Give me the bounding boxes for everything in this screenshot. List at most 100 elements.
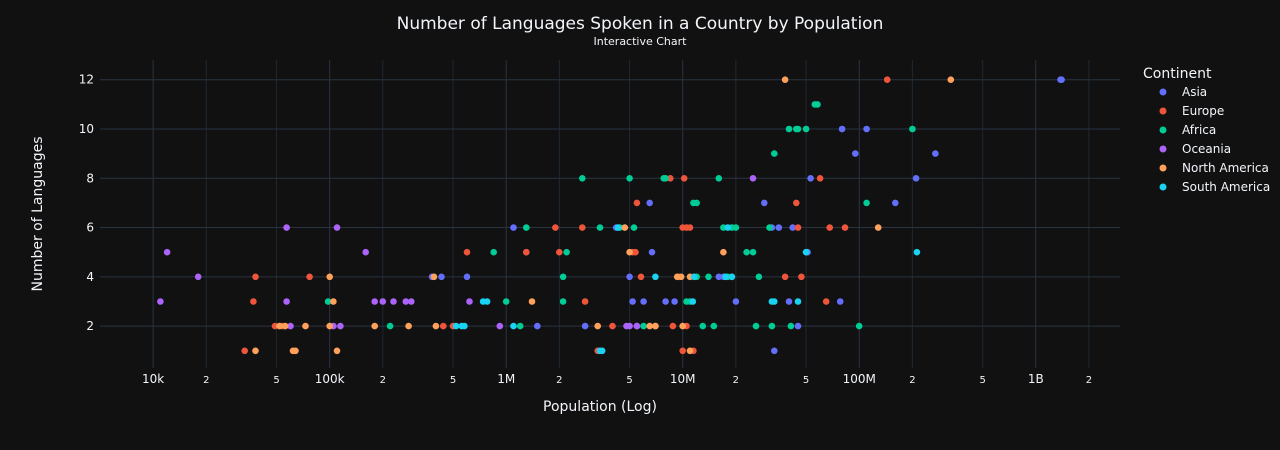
data-point[interactable] [241,347,248,355]
data-point[interactable] [715,175,723,182]
data-point[interactable] [386,322,394,330]
data-point[interactable] [771,347,778,355]
data-point[interactable] [390,298,397,305]
data-point[interactable] [789,224,796,231]
data-point[interactable] [194,273,202,281]
data-point[interactable] [466,298,473,305]
data-point[interactable] [781,76,789,83]
data-point[interactable] [458,322,466,330]
data-point[interactable] [722,273,729,281]
data-point[interactable] [932,150,939,157]
data-point[interactable] [728,273,736,281]
data-point[interactable] [633,322,641,330]
data-point[interactable] [289,347,297,355]
data-point[interactable] [802,125,810,133]
data-point[interactable] [523,248,530,256]
data-point[interactable] [720,248,727,256]
data-point[interactable] [855,322,863,330]
data-point[interactable] [362,248,370,256]
data-point[interactable] [371,322,379,330]
data-point[interactable] [596,347,604,355]
data-point[interactable] [629,298,636,305]
data-point[interactable] [630,224,638,231]
data-point[interactable] [621,224,629,231]
data-point[interactable] [502,298,510,305]
data-point[interactable] [157,298,164,305]
data-point[interactable] [648,248,656,256]
data-point[interactable] [660,175,667,182]
data-point[interactable] [324,298,332,305]
data-point[interactable] [749,175,757,182]
data-point[interactable] [490,248,498,256]
data-point[interactable] [371,298,379,305]
data-point[interactable] [326,322,334,330]
data-point[interactable] [283,224,290,231]
data-point[interactable] [699,322,707,330]
data-point[interactable] [163,248,171,256]
data-point[interactable] [330,298,337,305]
data-point[interactable] [838,125,846,133]
data-point[interactable] [252,347,259,355]
data-point[interactable] [302,322,309,330]
data-point[interactable] [785,125,793,133]
data-point[interactable] [432,322,440,330]
data-point[interactable] [749,248,757,256]
data-point[interactable] [496,322,504,330]
data-point[interactable] [793,125,800,133]
data-point[interactable] [787,322,795,330]
data-point[interactable] [673,273,681,281]
data-point[interactable] [510,224,517,231]
data-point[interactable] [579,224,586,231]
data-point[interactable] [626,248,633,256]
data-point[interactable] [640,298,647,305]
data-point[interactable] [683,298,690,305]
data-point[interactable] [281,322,289,330]
data-point[interactable] [781,273,789,281]
data-point[interactable] [822,298,830,305]
data-point[interactable] [771,150,778,157]
data-point[interactable] [559,273,567,281]
data-point[interactable] [775,224,783,231]
data-point[interactable] [667,175,674,182]
data-point[interactable] [766,224,773,231]
data-point[interactable] [794,322,802,330]
data-point[interactable] [683,224,690,231]
legend-item-south-america[interactable]: South America [1159,180,1271,194]
data-point[interactable] [671,298,678,305]
data-point[interactable] [646,199,653,207]
data-point[interactable] [479,298,487,305]
data-point[interactable] [614,224,622,231]
data-point[interactable] [581,298,589,305]
data-point[interactable] [874,224,882,231]
data-point[interactable] [333,347,341,355]
data-point[interactable] [623,322,630,330]
data-point[interactable] [563,248,570,256]
data-point[interactable] [836,298,844,305]
data-point[interactable] [402,298,410,305]
data-point[interactable] [646,322,653,330]
data-point[interactable] [581,322,589,330]
data-point[interactable] [743,248,750,256]
data-point[interactable] [913,248,921,256]
data-point[interactable] [594,322,601,330]
data-point[interactable] [662,298,669,305]
data-point[interactable] [755,273,763,281]
data-point[interactable] [679,347,686,355]
data-point[interactable] [337,322,344,330]
data-point[interactable] [863,199,870,207]
data-point[interactable] [306,273,313,281]
data-point[interactable] [826,224,833,231]
data-point[interactable] [785,298,793,305]
legend-item-asia[interactable]: Asia [1159,85,1208,99]
data-point[interactable] [287,322,294,330]
data-point[interactable] [752,322,760,330]
data-point[interactable] [816,175,824,182]
data-point[interactable] [552,224,559,231]
data-point[interactable] [463,273,471,281]
data-point[interactable] [715,273,723,281]
data-point[interactable] [768,322,776,330]
data-point[interactable] [679,322,686,330]
data-point[interactable] [283,298,290,305]
data-point[interactable] [652,273,659,281]
data-point[interactable] [863,125,870,133]
